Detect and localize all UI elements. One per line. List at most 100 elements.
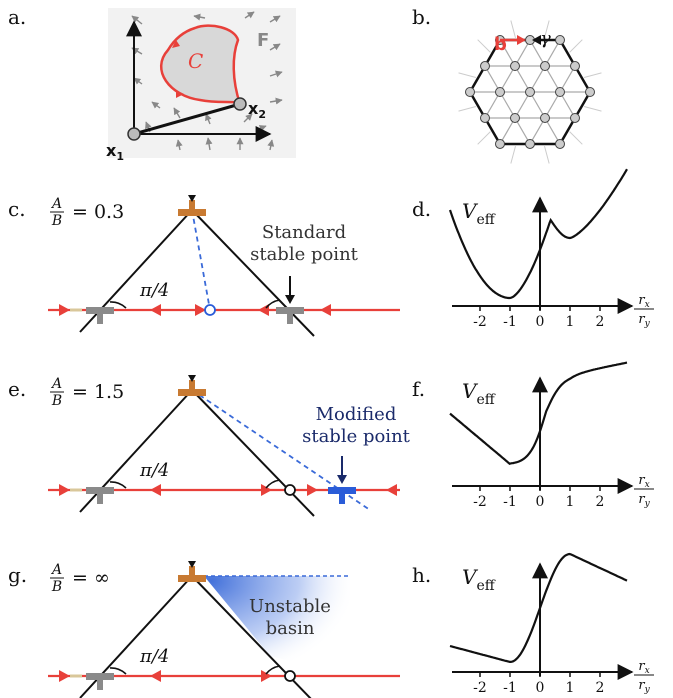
lattice-stub xyxy=(477,131,491,145)
x-tick-label: 2 xyxy=(596,680,605,696)
ratio-value: = 0.3 xyxy=(72,201,124,223)
lattice-node xyxy=(540,112,550,123)
lattice-stub xyxy=(569,39,583,53)
lattice-node xyxy=(495,87,505,97)
panel-label-d: d. xyxy=(412,197,431,221)
x-tick-label: 1 xyxy=(566,494,575,510)
annotation-pointer-head xyxy=(285,295,295,304)
apex-dislocation xyxy=(178,200,206,216)
lattice-stub xyxy=(477,39,491,53)
lattice-node xyxy=(570,61,580,72)
lattice-bond xyxy=(544,39,561,67)
x-tick-label: -1 xyxy=(503,494,517,510)
apex-down-arrow xyxy=(188,561,196,568)
lattice-node xyxy=(585,87,595,97)
x2-label: x2 xyxy=(248,99,266,121)
apex-down-arrow xyxy=(188,195,196,202)
force-arrow xyxy=(307,484,318,496)
x1-label: x1 xyxy=(106,141,124,163)
x-tick-label: 1 xyxy=(566,680,575,696)
x-tick-label: 0 xyxy=(536,680,545,696)
panel-label-f: f. xyxy=(412,377,425,401)
point-x1 xyxy=(127,127,141,141)
potential-curve xyxy=(449,552,628,663)
potential-curve xyxy=(449,361,628,466)
panel-h: h. -2 -1 0 1 2 Veff rx ry xyxy=(412,552,654,696)
apex-dislocation xyxy=(178,380,206,396)
panel-a: a. F xyxy=(8,5,296,163)
y-axis-label: Veff xyxy=(462,565,496,594)
angle-label: π/4 xyxy=(139,280,169,301)
triangular-lattice xyxy=(458,20,602,164)
force-arrow xyxy=(59,304,70,316)
force-arrow xyxy=(59,670,70,682)
lattice-stub xyxy=(510,145,516,164)
x-label-num: rx xyxy=(638,293,649,310)
unstable-basin-shade xyxy=(204,576,350,676)
panel-label-c: c. xyxy=(8,197,26,221)
ratio-numerator: A xyxy=(50,196,62,212)
ratio-denominator: B xyxy=(51,393,62,409)
lattice-stub xyxy=(544,20,550,39)
angle-label: π/4 xyxy=(139,646,169,667)
panel-label-b: b. xyxy=(412,5,431,29)
panel-label-g: g. xyxy=(8,563,27,587)
x-tick-label: 1 xyxy=(566,314,575,330)
x-tick-label: 2 xyxy=(596,494,605,510)
lattice-node xyxy=(495,138,505,149)
left-dislocation xyxy=(86,307,114,324)
left-dislocation xyxy=(86,487,114,504)
lattice-node xyxy=(480,112,490,123)
force-arrow xyxy=(386,484,397,496)
potential-curve xyxy=(448,168,628,300)
x-tick-label: -1 xyxy=(503,314,517,330)
ratio-value: = 1.5 xyxy=(72,381,124,403)
loop-arrow-bottom xyxy=(176,90,184,98)
x-tick-label: -1 xyxy=(503,680,517,696)
right-dislocation xyxy=(276,307,304,324)
angle-arc-right xyxy=(265,299,281,309)
force-arrow xyxy=(150,304,161,316)
lattice-stub xyxy=(583,106,602,112)
angle-arc-left xyxy=(109,667,127,675)
burgers-label: b xyxy=(494,34,507,55)
annotation-pointer-head xyxy=(337,475,347,484)
angle-label: π/4 xyxy=(139,460,169,481)
lattice-stub xyxy=(510,20,516,39)
force-arrow xyxy=(59,484,70,496)
right-slope xyxy=(191,575,312,698)
panel-label-e: e. xyxy=(8,377,26,401)
ratio-numerator: A xyxy=(50,562,62,578)
dashed-guide xyxy=(191,209,211,311)
x-tick-label: -2 xyxy=(473,314,487,330)
panel-g: g. AB = ∞ π/4 Unstable basin xyxy=(8,561,400,698)
lattice-node xyxy=(465,87,475,97)
panel-f: f. -2 -1 0 1 2 Veff rx ry xyxy=(412,361,654,510)
force-arrow xyxy=(150,484,161,496)
lattice-node xyxy=(525,87,535,97)
angle-arc-left xyxy=(109,481,127,489)
x-tick-label: -2 xyxy=(473,680,487,696)
x-tick-label: 2 xyxy=(596,314,605,330)
curve-label: C xyxy=(188,49,203,73)
x-tick-label: -2 xyxy=(473,494,487,510)
x-label-den: ry xyxy=(638,678,650,695)
ratio-value: = ∞ xyxy=(72,567,110,589)
lattice-node xyxy=(510,61,520,72)
lattice-node xyxy=(555,35,565,46)
force-arrow xyxy=(261,670,272,682)
annotation: Standard stable point xyxy=(250,222,359,265)
x-label-num: rx xyxy=(638,473,649,490)
panel-d: d. -2 -1 0 1 2 Veff rx ry xyxy=(412,168,654,330)
field-label: F xyxy=(257,30,269,51)
lattice-node xyxy=(510,112,520,123)
lattice-stub xyxy=(458,72,477,78)
angle-arc-right xyxy=(265,665,281,675)
force-arrow xyxy=(320,304,331,316)
apex-down-arrow xyxy=(188,375,196,382)
panel-e: e. AB = 1.5 π/4 Modified stable point xyxy=(8,375,411,517)
lattice-node xyxy=(570,112,580,123)
path-x1-x2 xyxy=(133,102,241,136)
ratio-denominator: B xyxy=(51,213,62,229)
